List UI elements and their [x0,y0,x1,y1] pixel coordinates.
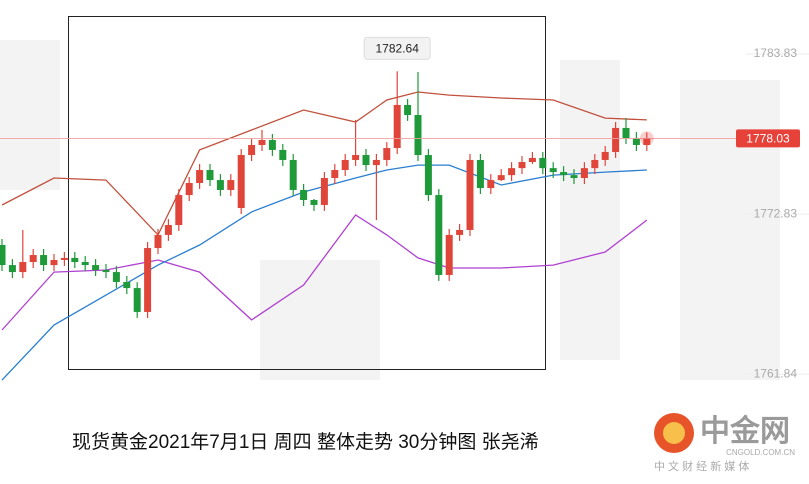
chart-title: 现货黄金2021年7月1日 周四 整体走势 30分钟图 张尧浠 [72,431,539,453]
candle-body [393,104,401,149]
candle-body [133,288,141,312]
candle-body [40,255,48,266]
candle-body [570,175,578,179]
backdrop [0,40,780,380]
overlay-line [1,214,648,331]
candle-body [123,281,131,289]
candle-body [175,195,183,226]
candle-body [248,144,256,156]
candle-body [0,244,6,266]
candle-body [372,159,380,166]
candle-body [102,270,110,273]
candle-body [29,255,37,263]
candle-body [300,189,308,201]
candle-body [414,114,422,156]
candle-body [632,137,640,145]
candle-body [435,195,443,275]
candle-body [362,155,370,166]
candle-body [50,259,58,266]
candle-body [237,155,245,209]
candle-body [206,170,214,181]
price-box [736,129,800,148]
candle-body [8,265,16,273]
candle-body [341,159,349,171]
logo: 中金网 CNGOLD.COM.CN 中 文 财 经 新 媒 体 [654,413,795,473]
candle-body [383,148,391,160]
candle-body [622,127,630,138]
logo-name: 中金网 [700,414,790,448]
candle-body [424,155,432,196]
candle-body [528,157,536,163]
candle-body [497,175,505,181]
candle-body [404,104,412,115]
candle-body [643,138,651,145]
y-tick-label: 1761.84 [754,366,798,380]
price-glow [639,131,654,146]
logo-icon [663,422,685,444]
candle-body [92,265,100,271]
candle-body [81,262,89,266]
candle-body [518,162,526,169]
candle-body [258,140,266,145]
candle-body [227,180,235,190]
candle-body [185,182,193,196]
candle-body [487,180,495,189]
candle-body [445,234,453,275]
candle-body [289,159,297,190]
candle-body [580,168,588,179]
candle-body [560,172,568,176]
y-tick-label: 1783.83 [754,46,798,60]
candle-body [320,178,328,205]
candle-body [19,262,27,273]
candle-body [601,151,609,160]
candle-body [196,170,204,183]
candle-body [466,159,474,230]
candle-body [539,157,547,169]
logo-slogan: 中 文 财 经 新 媒 体 [654,459,749,473]
candle-body [154,234,162,249]
candle-body [456,229,464,235]
candle-body [612,127,620,152]
y-tick-label: 1772.83 [754,206,798,220]
candle-body [164,225,172,235]
candle-body [71,257,79,263]
high-label: 1782.64 [376,41,420,55]
candle-body [352,155,360,160]
frame [68,16,546,370]
candle-body [268,140,276,150]
candle-body [508,168,516,176]
candle-body [310,200,318,205]
candle-body [476,159,484,189]
candle-body [549,168,557,173]
candle-body [591,159,599,169]
candle-body [144,248,152,312]
candle-body [279,149,287,160]
logo-domain: CNGOLD.COM.CN [726,448,795,457]
candle-body [216,180,224,190]
high-box [363,36,431,60]
candle-body [331,170,339,179]
candle-body [112,272,120,282]
price-label: 1778.03 [746,132,790,146]
candle-body [60,257,68,260]
